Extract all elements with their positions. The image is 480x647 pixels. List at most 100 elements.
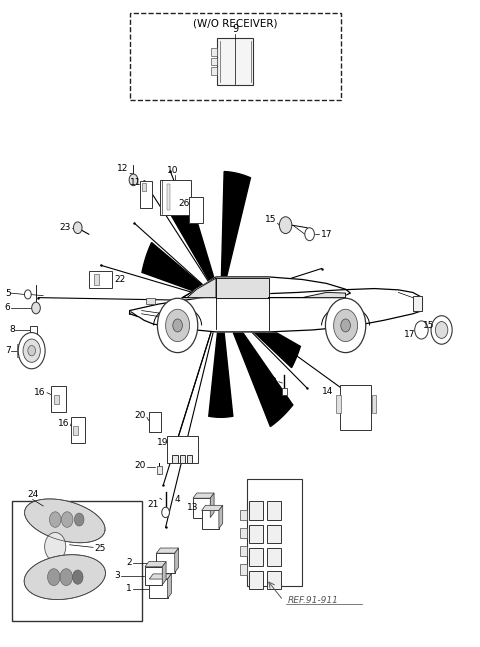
- Text: 3: 3: [114, 571, 120, 580]
- Bar: [211, 58, 217, 65]
- Circle shape: [49, 512, 61, 527]
- Polygon shape: [142, 243, 221, 301]
- Text: 25: 25: [94, 544, 106, 553]
- Circle shape: [61, 512, 73, 527]
- Circle shape: [24, 290, 31, 299]
- Text: 10: 10: [167, 166, 179, 175]
- Polygon shape: [221, 301, 300, 367]
- Text: 17: 17: [321, 230, 332, 239]
- Bar: [211, 48, 217, 56]
- Text: 23: 23: [60, 223, 71, 232]
- Bar: [187, 455, 192, 463]
- Bar: [267, 571, 281, 589]
- Text: 5: 5: [5, 289, 11, 298]
- Bar: [267, 525, 281, 543]
- Polygon shape: [221, 301, 293, 426]
- Bar: [189, 197, 203, 223]
- Polygon shape: [149, 574, 171, 579]
- Bar: [156, 553, 175, 573]
- Text: 22: 22: [114, 275, 125, 284]
- Circle shape: [279, 217, 292, 234]
- Text: 16: 16: [58, 419, 70, 428]
- Circle shape: [129, 174, 138, 186]
- Bar: [240, 546, 247, 556]
- Circle shape: [23, 339, 40, 362]
- Polygon shape: [24, 554, 106, 600]
- Text: 11: 11: [130, 178, 142, 187]
- Bar: [249, 501, 263, 520]
- Polygon shape: [202, 505, 223, 510]
- Circle shape: [73, 222, 82, 234]
- Text: 26: 26: [178, 199, 190, 208]
- Bar: [12, 501, 142, 621]
- Circle shape: [334, 309, 358, 342]
- Bar: [413, 296, 422, 311]
- Bar: [193, 498, 210, 518]
- Bar: [149, 579, 168, 598]
- Bar: [336, 395, 341, 413]
- Bar: [202, 510, 219, 529]
- Text: 21: 21: [147, 500, 158, 509]
- Bar: [240, 510, 247, 520]
- Polygon shape: [24, 499, 105, 543]
- Bar: [372, 395, 376, 413]
- Polygon shape: [130, 289, 422, 332]
- Polygon shape: [162, 562, 166, 585]
- Bar: [94, 274, 99, 285]
- Circle shape: [341, 319, 350, 332]
- Bar: [249, 548, 263, 566]
- Text: 20: 20: [134, 461, 145, 470]
- Bar: [54, 395, 59, 404]
- Circle shape: [157, 298, 198, 353]
- Bar: [240, 528, 247, 538]
- Bar: [159, 179, 191, 215]
- Bar: [146, 298, 155, 304]
- Text: 17: 17: [404, 330, 415, 339]
- Polygon shape: [219, 505, 223, 529]
- Circle shape: [162, 507, 169, 518]
- Text: 13: 13: [187, 503, 198, 512]
- Bar: [30, 326, 37, 334]
- Bar: [267, 501, 281, 520]
- Text: 19: 19: [156, 438, 168, 447]
- Bar: [167, 436, 198, 463]
- Bar: [140, 181, 152, 208]
- Bar: [240, 564, 247, 575]
- Circle shape: [28, 345, 36, 356]
- Bar: [71, 417, 85, 443]
- Bar: [130, 13, 341, 100]
- Polygon shape: [269, 292, 346, 298]
- Text: 2: 2: [126, 558, 132, 567]
- Circle shape: [72, 570, 83, 584]
- Circle shape: [32, 302, 40, 314]
- Circle shape: [60, 569, 72, 586]
- Bar: [145, 567, 162, 585]
- Bar: [249, 525, 263, 543]
- Text: 7: 7: [5, 346, 11, 355]
- Text: 6: 6: [5, 303, 11, 313]
- Bar: [89, 272, 112, 287]
- Circle shape: [325, 298, 366, 353]
- Text: (W/O RECEIVER): (W/O RECEIVER): [193, 18, 277, 28]
- Polygon shape: [187, 278, 216, 298]
- Bar: [340, 385, 371, 430]
- Bar: [247, 479, 302, 586]
- Circle shape: [415, 321, 428, 339]
- Polygon shape: [156, 548, 179, 553]
- Text: 4: 4: [174, 495, 180, 504]
- Circle shape: [305, 228, 314, 241]
- Text: 1: 1: [126, 584, 132, 593]
- Circle shape: [74, 513, 84, 526]
- Bar: [142, 183, 146, 191]
- Text: 12: 12: [117, 164, 129, 173]
- Text: 15: 15: [264, 215, 276, 225]
- Circle shape: [435, 322, 448, 338]
- Bar: [167, 184, 170, 210]
- Polygon shape: [216, 278, 269, 298]
- Text: 18: 18: [266, 377, 277, 386]
- Circle shape: [431, 316, 452, 344]
- Text: 16: 16: [34, 388, 46, 397]
- Text: 14: 14: [322, 387, 334, 396]
- Bar: [217, 38, 253, 85]
- Circle shape: [48, 569, 60, 586]
